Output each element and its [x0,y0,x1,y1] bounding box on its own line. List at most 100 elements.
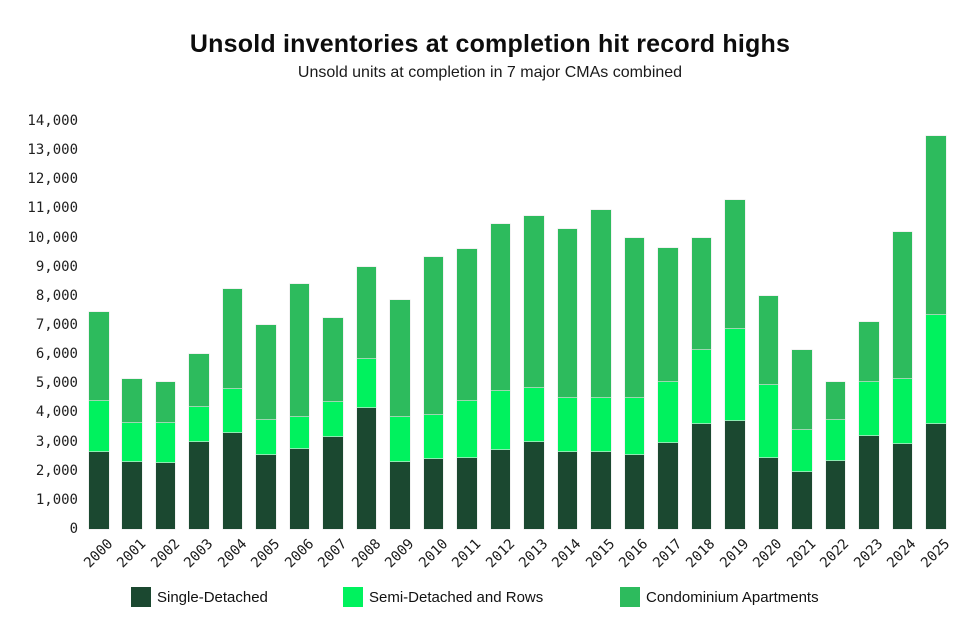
legend-label-semi-detached-and-rows: Semi-Detached and Rows [369,588,544,606]
bar-segment-semi-detached-and-rows [591,397,611,452]
y-tick-label: 14,000 [27,113,78,129]
bar-segment-semi-detached-and-rows [256,419,276,455]
bar-2012 [490,224,511,529]
bar-segment-semi-detached-and-rows [189,406,209,442]
bar-segment-condominium-apartments [189,354,209,407]
y-tick-label: 11,000 [27,200,78,217]
bar-2004 [222,288,243,529]
y-tick-label: 2,000 [35,462,78,479]
bar-segment-single-detached [524,441,544,529]
bar-segment-semi-detached-and-rows [658,381,678,444]
bar-segment-single-detached [122,461,142,529]
bar-segment-semi-detached-and-rows [490,390,511,451]
bar-segment-semi-detached-and-rows [122,422,142,462]
bar-segment-single-detached [155,463,176,529]
bar-segment-single-detached [289,448,310,529]
bar-segment-condominium-apartments [758,295,779,385]
bar-segment-semi-detached-and-rows [457,400,477,458]
bar-segment-semi-detached-and-rows [89,400,109,452]
bar-segment-condominium-apartments [792,349,812,430]
bar-2008 [356,266,377,529]
bar-segment-single-detached [892,444,913,529]
legend-swatch-condominium-apartments [620,587,640,607]
bar-segment-single-detached [758,457,779,529]
bar-2018 [691,237,712,529]
bar-segment-condominium-apartments [926,135,946,315]
bar-segment-condominium-apartments [859,322,879,382]
bar-segment-semi-detached-and-rows [323,402,343,438]
bar-2001 [122,378,142,529]
bar-segment-semi-detached-and-rows [557,397,578,452]
bar-segment-condominium-apartments [122,378,142,423]
bar-segment-single-detached [926,424,946,529]
bar-segment-condominium-apartments [725,199,745,330]
bar-segment-condominium-apartments [256,325,276,420]
bar-segment-semi-detached-and-rows [155,422,176,464]
bar-segment-single-detached [557,451,578,529]
bar-segment-condominium-apartments [490,224,511,391]
bar-segment-single-detached [423,459,444,529]
bar-segment-single-detached [825,460,846,529]
bar-2011 [457,249,477,529]
bar-segment-condominium-apartments [89,311,109,401]
bar-segment-semi-detached-and-rows [859,381,879,436]
bar-segment-single-detached [356,408,377,529]
y-tick-label: 9,000 [35,258,78,275]
bar-2016 [624,237,645,529]
bar-2019 [725,199,745,529]
bar-segment-semi-detached-and-rows [758,384,779,458]
bar-segment-single-detached [658,443,678,529]
legend-swatch-semi-detached-and-rows [343,587,363,607]
y-tick-label: 10,000 [27,229,78,246]
bar-2013 [524,215,544,529]
bar-segment-semi-detached-and-rows [423,415,444,460]
bar-segment-semi-detached-and-rows [892,378,913,445]
bar-2020 [758,295,779,529]
bar-segment-condominium-apartments [155,381,176,423]
bar-segment-single-detached [792,472,812,529]
y-tick-label: 6,000 [35,346,78,363]
bar-2025 [926,135,946,529]
legend-label-single-detached: Single-Detached [157,588,268,606]
bar-2002 [155,381,176,529]
bar-segment-single-detached [390,461,410,529]
bar-segment-condominium-apartments [457,249,477,401]
bar-segment-condominium-apartments [557,228,578,398]
legend-item-semi-detached-and-rows: Semi-Detached and Rows [343,586,543,608]
bar-segment-condominium-apartments [892,231,913,379]
bar-segment-single-detached [859,435,879,529]
bar-segment-condominium-apartments [591,209,611,398]
bar-segment-semi-detached-and-rows [390,416,410,462]
bar-segment-single-detached [490,450,511,529]
bar-2022 [825,381,846,529]
bar-2000 [89,311,109,529]
bar-segment-semi-detached-and-rows [624,397,645,455]
bar-segment-semi-detached-and-rows [222,389,243,433]
bar-2006 [289,284,310,529]
bar-segment-condominium-apartments [323,317,343,403]
bar-segment-condominium-apartments [524,215,544,388]
bar-segment-single-detached [222,432,243,529]
bar-segment-single-detached [256,454,276,529]
bar-segment-condominium-apartments [423,256,444,416]
bar-segment-condominium-apartments [289,284,310,417]
bar-2003 [189,354,209,529]
legend-label-condominium-apartments: Condominium Apartments [646,588,819,606]
bar-segment-condominium-apartments [222,288,243,390]
y-tick-label: 4,000 [35,404,78,421]
bar-segment-condominium-apartments [691,237,712,350]
bar-segment-semi-detached-and-rows [524,387,544,442]
bar-segment-semi-detached-and-rows [356,358,377,409]
chart-subtitle: Unsold units at completion in 7 major CM… [297,64,683,81]
bar-segment-single-detached [591,451,611,529]
bar-segment-semi-detached-and-rows [289,416,310,449]
bar-2009 [390,300,410,529]
bar-segment-single-detached [624,454,645,529]
bar-segment-condominium-apartments [390,300,410,417]
bar-segment-semi-detached-and-rows [725,329,745,422]
bar-2021 [792,349,812,529]
y-tick-label: 3,000 [35,433,78,450]
chart-title: Unsold inventories at completion hit rec… [189,30,791,58]
y-tick-label: 1,000 [35,491,78,508]
